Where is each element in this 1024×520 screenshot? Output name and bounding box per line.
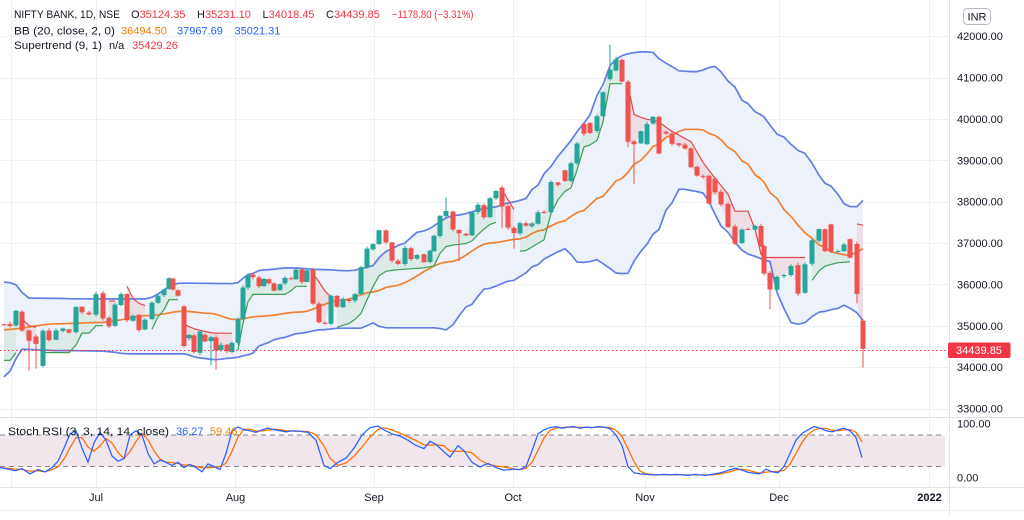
- svg-text:Stoch RSI (3, 3, 14, 14, close: Stoch RSI (3, 3, 14, 14, close) 36.27 59.4…: [8, 426, 238, 438]
- svg-text:37000.00: 37000.00: [957, 238, 1003, 250]
- svg-text:41000.00: 41000.00: [957, 73, 1003, 85]
- svg-text:35000.00: 35000.00: [957, 321, 1003, 333]
- svg-text:39000.00: 39000.00: [957, 155, 1003, 167]
- svg-text:34439.85: 34439.85: [956, 345, 1002, 357]
- svg-text:Dec: Dec: [769, 492, 789, 504]
- svg-text:100.00: 100.00: [957, 419, 991, 431]
- svg-text:33000.00: 33000.00: [957, 404, 1003, 416]
- svg-text:Oct: Oct: [504, 492, 521, 504]
- svg-text:INR: INR: [968, 12, 987, 24]
- svg-text:40000.00: 40000.00: [957, 114, 1003, 126]
- svg-text:Sep: Sep: [364, 492, 384, 504]
- svg-text:34000.00: 34000.00: [957, 362, 1003, 374]
- svg-text:Jul: Jul: [89, 492, 103, 504]
- svg-text:36000.00: 36000.00: [957, 279, 1003, 291]
- svg-text:38000.00: 38000.00: [957, 197, 1003, 209]
- svg-text:42000.00: 42000.00: [957, 31, 1003, 43]
- svg-text:Aug: Aug: [226, 492, 246, 504]
- svg-text:0.00: 0.00: [957, 472, 978, 484]
- svg-text:2022: 2022: [917, 492, 941, 504]
- svg-text:Nov: Nov: [635, 492, 655, 504]
